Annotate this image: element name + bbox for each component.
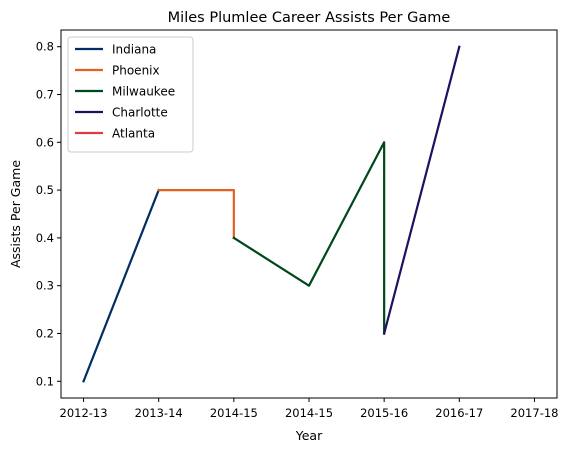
- x-tick-label: 2016-17: [435, 406, 483, 420]
- legend-label: Phoenix: [112, 64, 160, 78]
- series-line-charlotte: [382, 45, 461, 335]
- y-tick-label: 0.1: [36, 374, 54, 388]
- y-axis-title: Assists Per Game: [8, 160, 23, 268]
- legend-box: [67, 36, 194, 153]
- series-line-indiana: [82, 188, 161, 383]
- series-lines: [82, 45, 461, 383]
- legend: Indiana Phoenix Milwaukee Charlotte Atlanta: [67, 36, 194, 153]
- y-tick-label: 0.5: [36, 183, 54, 197]
- y-tick-label: 0.6: [36, 135, 54, 149]
- y-tick-label: 0.2: [36, 326, 54, 340]
- x-tick-label: 2012-13: [60, 406, 108, 420]
- x-tick-label: 2014-15: [210, 406, 258, 420]
- x-tick-label: 2014-15: [285, 406, 333, 420]
- chart-title: Miles Plumlee Career Assists Per Game: [168, 10, 451, 26]
- legend-label: Milwaukee: [112, 85, 175, 99]
- x-axis-title: Year: [295, 428, 323, 443]
- legend-label: Indiana: [112, 43, 156, 57]
- x-tick-label: 2013-14: [135, 406, 183, 420]
- legend-label: Atlanta: [112, 127, 155, 141]
- legend-label: Charlotte: [112, 106, 168, 120]
- y-tick-label: 0.7: [36, 88, 54, 102]
- y-tick-label: 0.8: [36, 40, 54, 54]
- y-tick-label: 0.3: [36, 279, 54, 293]
- x-axis: 2012-13 2013-14 2014-15 2014-15 2015-16 2016-…: [60, 398, 558, 420]
- y-axis: 0.1 0.2 0.3 0.4 0.5 0.6 0.7 0.8: [36, 40, 61, 388]
- x-tick-label: 2017-18: [510, 406, 558, 420]
- series-line-milwaukee: [232, 141, 386, 335]
- series-line-phoenix: [157, 189, 235, 239]
- x-tick-label: 2015-16: [360, 406, 408, 420]
- y-tick-label: 0.4: [36, 231, 54, 245]
